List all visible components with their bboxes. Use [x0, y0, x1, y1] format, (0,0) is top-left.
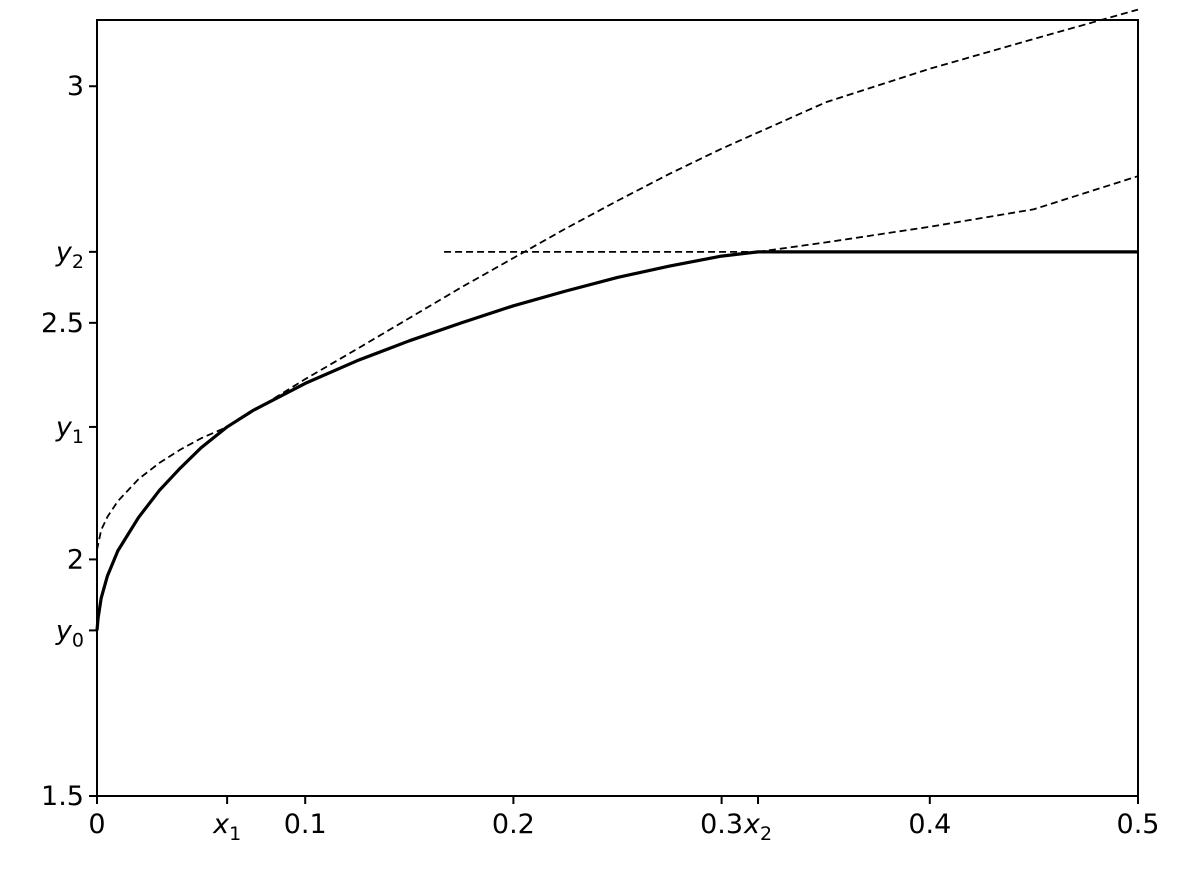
x-tick-label: 0.3	[700, 809, 743, 840]
x-tick-label-symbol: x	[743, 809, 761, 840]
y-tick-label: y1	[55, 412, 84, 448]
y-tick-label: 1.5	[41, 781, 84, 812]
x-tick-label: x2	[743, 809, 772, 845]
dashed-curve-1	[96, 8, 1139, 551]
y-tick-label-symbol: y	[55, 412, 73, 443]
dashed-curve-2	[757, 175, 1139, 253]
x-tick-label: 0.2	[492, 809, 535, 840]
y-tick-label-symbol: y	[55, 237, 73, 268]
x-tick-label-subscript: 2	[760, 823, 772, 845]
x-tick-label: 0.4	[908, 809, 951, 840]
y-tick-label: y2	[55, 237, 84, 273]
x-tick-label: 0.1	[284, 809, 327, 840]
x-tick-label: 0	[88, 809, 105, 840]
x-axis: 0 x1 0.1 0.2 0.3 x2 0.4 0.5	[88, 796, 1159, 845]
solid-curve-0	[95, 250, 1138, 631]
y-tick-label-subscript: 0	[72, 629, 84, 651]
y-tick-label-symbol: y	[55, 615, 73, 646]
y-tick-label: 3	[67, 71, 84, 102]
y-tick-label: y0	[55, 615, 84, 651]
series-layer	[95, 8, 1139, 631]
y-tick-label-subscript: 1	[72, 426, 84, 448]
y-tick-label: 2	[67, 544, 84, 575]
x-tick-label-symbol: x	[212, 809, 230, 840]
y-tick-label-subscript: 2	[72, 251, 84, 273]
x-tick-label: x1	[212, 809, 241, 845]
y-tick-label: 2.5	[41, 308, 84, 339]
plot-frame	[96, 19, 1139, 797]
x-tick-label: 0.5	[1117, 809, 1160, 840]
x-tick-label-subscript: 1	[229, 823, 241, 845]
